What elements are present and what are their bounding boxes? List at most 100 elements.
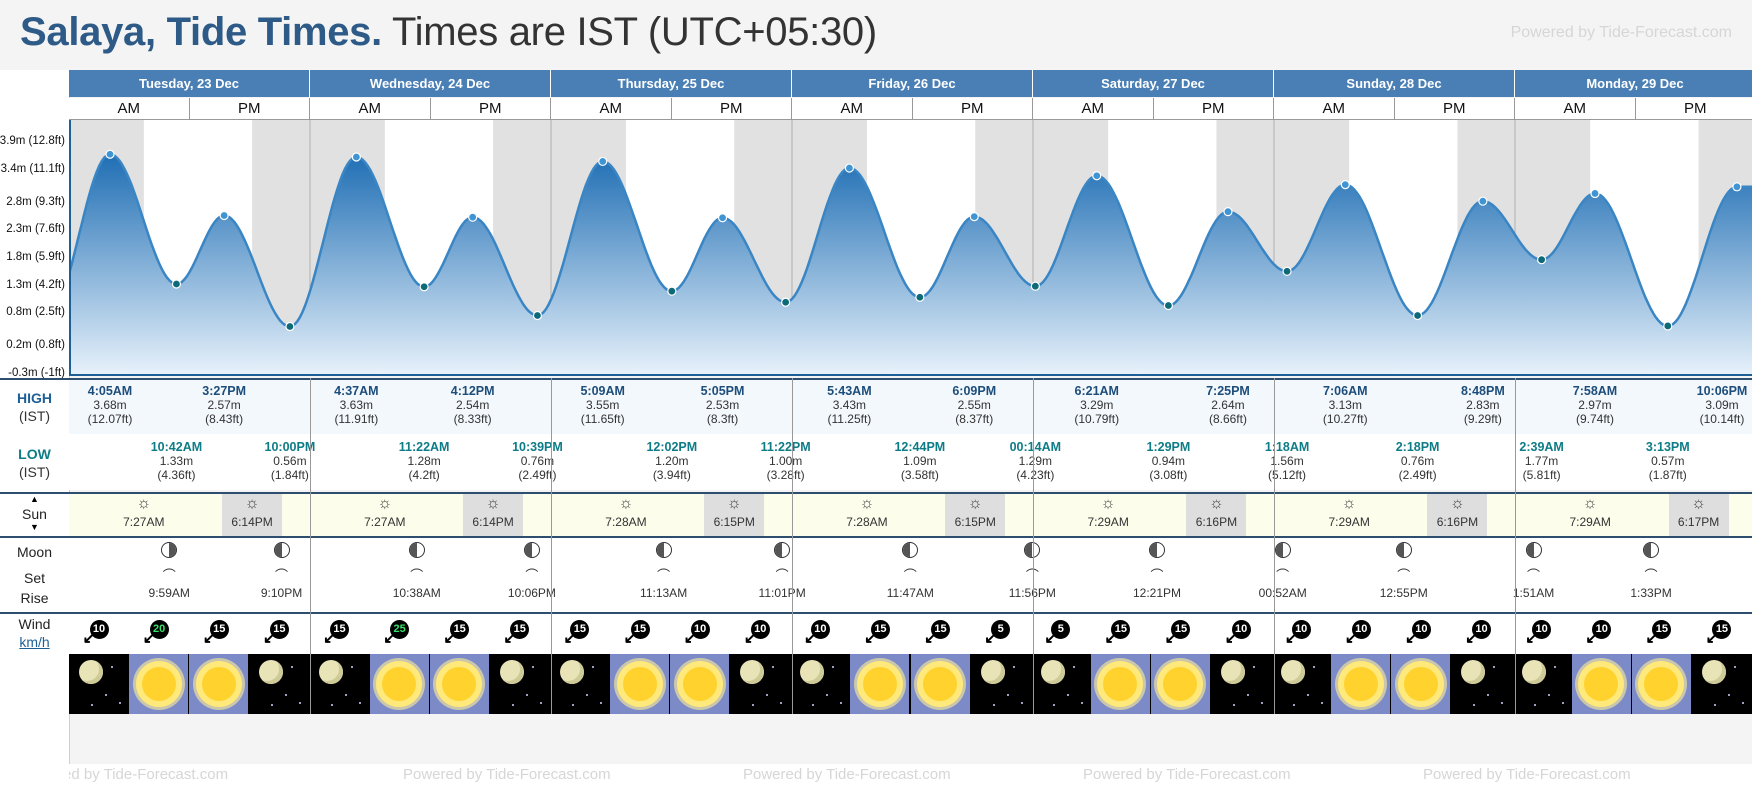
day-divider-lower (1515, 378, 1516, 714)
am-label: AM (551, 98, 672, 120)
high-tide-height-m: 2.57m (207, 398, 241, 412)
high-tide-time: 5:09AM (580, 384, 625, 398)
moon-event-time: 12:21PM (1132, 586, 1182, 600)
low-tide-cell: 2:39AM 1.77m (5.81ft) (1502, 440, 1582, 482)
high-tide-time: 7:58AM (1572, 384, 1618, 398)
low-tide-height-m: 1.00m (768, 454, 803, 468)
sunset-cell: ☼ 6:14PM (217, 495, 287, 530)
high-tide-cell: 6:09PM 2.55m (8.37ft) (934, 384, 1014, 426)
wind-cell: 10 ↙ (1331, 620, 1391, 647)
wind-unit-link[interactable]: km/h (19, 634, 50, 650)
high-tide-height-m: 3.43m (832, 398, 867, 412)
moon-event-cell: ⌒ 11:01PM (747, 542, 817, 600)
star (599, 702, 602, 704)
moon-event-cell: ⌒ 1:33PM (1616, 542, 1686, 600)
high-tide-point (1478, 196, 1488, 206)
sunset-icon: ☼ (726, 495, 742, 512)
high-tide-cell: 10:06PM 3.09m (10.14ft) (1682, 384, 1752, 426)
moon-phase-icon (1149, 542, 1165, 558)
low-tide-height-m: 0.57m (1651, 454, 1685, 468)
powered-by-bottom-text: Powered by Tide-Forecast.com (1423, 766, 1631, 783)
low-tide-height-m: 1.09m (903, 454, 937, 468)
sunset-icon: ☼ (1209, 495, 1224, 512)
star (1247, 694, 1250, 696)
moon-event-cell: ⌒ 11:47AM (875, 542, 945, 600)
page-title: Salaya, Tide Times. Times are IST (UTC+0… (20, 10, 877, 55)
wind-direction-arrow-icon: ↙ (443, 630, 457, 647)
high-tide-height-ft: (12.07ft) (87, 412, 133, 426)
moon-disc (259, 660, 284, 684)
title-bar: Salaya, Tide Times. Times are IST (UTC+0… (0, 0, 1752, 70)
wind-cell: 10 ↙ (1512, 620, 1572, 647)
moon-disc (740, 660, 765, 684)
star (111, 666, 113, 668)
moon-event-cell: ⌒ 1:51AM (1499, 542, 1569, 600)
weather-moon-icon (549, 654, 609, 714)
wind-cell: 15 ↙ (309, 620, 369, 647)
weather-sun-icon (1331, 654, 1391, 714)
moon-event-cell: ⌒ 11:13AM (629, 542, 699, 600)
star (331, 704, 334, 706)
sunset-shade (1668, 492, 1729, 536)
sunset-cell: ☼ 6:15PM (940, 495, 1010, 530)
moon-event-time: 1:51AM (1512, 586, 1555, 600)
low-tide-cell: 10:39PM 0.76m (2.49ft) (497, 440, 577, 482)
wind-speed-badge: 5 ↙ (984, 620, 1011, 647)
wind-cell: 15 ↙ (1091, 620, 1151, 647)
high-tide-height-m: 3.55m (586, 398, 620, 412)
low-tide-point (667, 286, 677, 296)
sun-disc (682, 667, 717, 701)
sunrise-time: 7:27AM (123, 515, 165, 529)
wind-cell: 10 ↙ (69, 620, 129, 647)
sunset-icon: ☼ (244, 495, 260, 512)
low-tide-row: 10:42AM 1.33m (4.36ft) 10:00PM 0.56m (1.84ft)… (69, 434, 1752, 490)
moonrise-icon: ⌒ (410, 568, 424, 583)
sunset-shade (945, 492, 1006, 536)
star (766, 694, 769, 696)
moon-phase-icon (523, 542, 540, 558)
moonrise-icon: ⌒ (1644, 568, 1658, 583)
high-tide-time: 6:09PM (952, 384, 997, 398)
moonrise-icon: ⌒ (903, 568, 917, 583)
low-tide-height-m: 1.77m (1524, 454, 1559, 468)
high-tide-height-ft: (8.37ft) (955, 412, 994, 426)
star (1533, 704, 1536, 706)
star (1321, 702, 1324, 704)
moon-disc (1281, 660, 1306, 684)
row-label: (IST) (18, 408, 51, 424)
am-label: AM (1033, 98, 1154, 120)
low-tide-point (1282, 266, 1292, 276)
high-tide-cell: 4:12PM 2.54m (8.33ft) (433, 384, 513, 426)
day-header: Thursday, 25 Dec (551, 70, 792, 97)
sunset-shade (1186, 492, 1247, 536)
high-tide-time: 6:21AM (1074, 384, 1119, 398)
sunset-cell: ☼ 6:15PM (699, 495, 769, 530)
star (1012, 666, 1015, 668)
moon-phase-icon (1274, 542, 1291, 558)
low-tide-point (171, 279, 182, 289)
powered-by-top[interactable]: Powered by Tide-Forecast.com (1511, 24, 1732, 42)
star (1493, 666, 1496, 668)
sunrise-icon: ☼ (1582, 495, 1598, 512)
high-tide-cell: 7:25PM 2.64m (8.66ft) (1188, 384, 1268, 426)
star (832, 666, 835, 668)
sun-disc (442, 667, 477, 701)
star (119, 702, 121, 704)
day-divider-lower (1033, 378, 1034, 714)
low-tide-height-ft: (5.81ft) (1522, 468, 1561, 482)
moon-event-time: 12:55PM (1379, 586, 1428, 600)
moon-event-time: 11:56PM (997, 586, 1067, 600)
wind-cell: 10 ↙ (670, 620, 730, 647)
star (271, 704, 274, 706)
wind-speed-badge: 10 ↙ (1345, 620, 1371, 647)
high-tide-height-m: 2.55m (957, 398, 991, 412)
wind-speed-badge: 10 ↙ (1465, 620, 1491, 647)
moon-phase-shade (1275, 543, 1283, 557)
y-axis-tick-label: 0.2m (0.8ft) (6, 339, 65, 352)
day-header: Saturday, 27 Dec (1033, 70, 1274, 97)
low-tide-time: 10:00PM (264, 440, 316, 454)
wind-cell: 15 ↙ (249, 620, 309, 647)
sunset-icon: ☼ (967, 495, 983, 512)
sunrise-icon: ☼ (859, 495, 875, 512)
high-tide-height-ft: (11.91ft) (334, 412, 379, 426)
